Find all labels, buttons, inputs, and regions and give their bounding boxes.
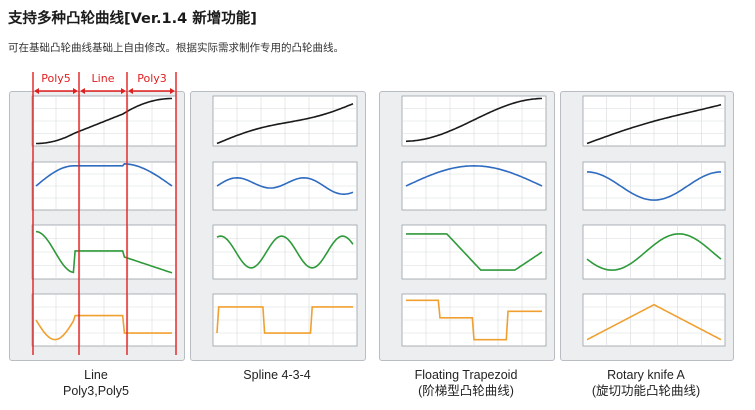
position-curve [216, 103, 354, 145]
acceleration-curve [35, 230, 173, 274]
segment-label-line: Line [92, 72, 115, 85]
arrow-right-icon [170, 88, 175, 94]
page-title: 支持多种凸轮曲线[Ver.1.4 新增功能] [8, 11, 257, 27]
velocity-curve [587, 171, 721, 201]
chart-row [401, 161, 547, 211]
chart-row [212, 95, 358, 147]
cam-chart-spline [212, 95, 358, 347]
cam-chart-line-poly [31, 95, 177, 347]
jerk-curve [35, 314, 172, 341]
chart-row [31, 293, 177, 347]
caption-line-poly: Line Poly3,Poly5 [9, 367, 183, 399]
caption-line1: Floating Trapezoid [414, 368, 518, 382]
caption-line1: Rotary knife A [607, 368, 685, 382]
cam-panel-spline [190, 91, 366, 361]
chart-row [582, 293, 726, 347]
chart-row [582, 161, 726, 211]
caption-spline: Spline 4-3-4 [190, 367, 364, 383]
caption-line2: Poly3,Poly5 [62, 384, 129, 398]
jerk-curve [586, 303, 722, 341]
chart-row [212, 293, 358, 347]
acceleration-curve [586, 233, 722, 271]
position-curve [586, 103, 722, 145]
chart-row [401, 95, 547, 147]
chart-row [401, 224, 547, 280]
caption-line1: Spline 4-3-4 [243, 368, 311, 382]
chart-row [212, 224, 358, 280]
caption-rotary-knife: Rotary knife A (旋切功能凸轮曲线) [560, 367, 732, 399]
arrow-right-icon [73, 88, 78, 94]
arrow-left-icon [34, 88, 39, 94]
jerk-curve [216, 306, 353, 334]
arrow-left-icon [80, 88, 85, 94]
page-subtitle: 可在基础凸轮曲线基础上自由修改。根据实际需求制作专用的凸轮曲线。 [8, 42, 344, 54]
position-curve [36, 97, 172, 145]
segment-label-poly3: Poly3 [137, 72, 167, 85]
velocity-curve [35, 162, 173, 187]
velocity-curve [405, 164, 543, 187]
caption-line2: (旋切功能凸轮曲线) [591, 384, 701, 398]
velocity-curve [216, 176, 354, 195]
segment-label-poly5: Poly5 [41, 72, 71, 85]
acceleration-curve [216, 235, 354, 269]
cam-panel-floating-trapezoid [379, 91, 555, 361]
arrow-right-icon [121, 88, 126, 94]
chart-row [582, 224, 726, 280]
cam-chart-rotary-knife [582, 95, 726, 347]
cam-panel-rotary-knife [560, 91, 734, 361]
cam-panel-line-poly [9, 91, 185, 361]
caption-line1: Line [84, 368, 108, 382]
arrow-left-icon [128, 88, 133, 94]
position-curve [405, 97, 542, 143]
caption-floating-trapezoid: Floating Trapezoid (阶梯型凸轮曲线) [379, 367, 553, 399]
jerk-curve [406, 299, 542, 341]
caption-line2: (阶梯型凸轮曲线) [418, 384, 514, 398]
cam-chart-floating-trapezoid [401, 95, 547, 347]
chart-row [401, 293, 547, 347]
chart-row [212, 161, 358, 211]
chart-row [582, 95, 726, 147]
acceleration-curve [406, 233, 543, 271]
